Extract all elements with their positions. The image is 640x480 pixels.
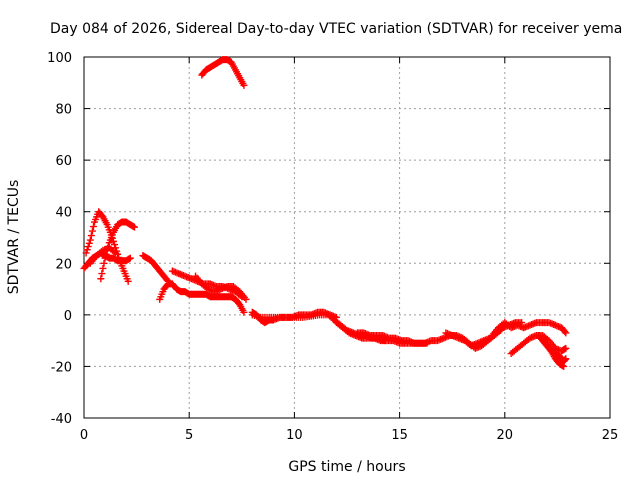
data-point	[86, 236, 94, 244]
data-point-interp	[84, 243, 92, 251]
series-arc-9	[198, 56, 248, 89]
x-tick-label: 20	[497, 428, 514, 443]
y-axis-label: SDTVAR / TECUs	[6, 180, 22, 295]
chart-title: Day 084 of 2026, Sidereal Day-to-day VTE…	[50, 21, 622, 37]
data-point	[240, 308, 248, 316]
series-arc-6	[156, 280, 248, 316]
data-point-interp	[234, 286, 242, 294]
x-tick-label: 10	[286, 428, 303, 443]
series-arc-5	[139, 252, 172, 285]
data-point	[130, 223, 138, 231]
x-tick-label: 0	[80, 428, 88, 443]
y-tick-label: 40	[55, 206, 72, 221]
y-tick-label: 20	[55, 257, 72, 272]
data-point	[562, 329, 570, 337]
series-arc-11	[248, 308, 340, 327]
y-tick-label: 0	[64, 309, 72, 324]
data-point	[112, 249, 120, 257]
series-arc-2	[82, 208, 132, 285]
data-point	[562, 344, 570, 352]
data-point	[124, 277, 132, 285]
data-point-interp	[110, 248, 118, 256]
x-tick-label: 15	[391, 428, 408, 443]
data-point	[101, 254, 109, 262]
data-point-interp	[111, 241, 119, 249]
y-tick-label: 80	[55, 103, 72, 118]
data-point-interp	[98, 270, 106, 278]
data-point	[82, 249, 90, 257]
data-point-interp	[109, 237, 117, 245]
data-point-interp	[99, 264, 107, 272]
data-point-interp	[85, 239, 93, 247]
y-tick-label: -40	[51, 412, 72, 427]
y-tick-label: 60	[55, 154, 72, 169]
x-tick-label: 25	[602, 428, 619, 443]
data-point	[126, 254, 134, 262]
data-point	[242, 295, 250, 303]
series-arc-15	[488, 319, 570, 339]
series-arc-13	[354, 329, 431, 347]
y-tick-label: 100	[47, 51, 72, 66]
data-point-interp	[89, 223, 97, 231]
data-point-interp	[88, 227, 96, 235]
data-point	[562, 355, 570, 363]
x-axis-label: GPS time / hours	[288, 459, 405, 475]
x-tick-label: 5	[185, 428, 193, 443]
series-arc-18	[547, 347, 570, 365]
series-arc-8	[192, 272, 250, 303]
data-point-interp	[115, 253, 123, 261]
data-points	[80, 56, 570, 370]
data-point	[97, 275, 105, 283]
grid-lines	[84, 57, 610, 418]
data-point-interp	[100, 259, 108, 267]
plot-frame	[83, 56, 611, 419]
data-point	[240, 81, 248, 89]
axis-ticks: 0 5 10 15 20 25 -40 -20 0 20 40 60 80 100	[47, 51, 618, 443]
data-point-interp	[87, 232, 95, 240]
series-arc-3	[97, 218, 138, 283]
data-point	[423, 339, 431, 347]
data-point-interp	[83, 246, 91, 254]
y-tick-label: -20	[51, 360, 72, 375]
data-point-interp	[561, 328, 569, 336]
series-arc-4	[86, 244, 120, 267]
